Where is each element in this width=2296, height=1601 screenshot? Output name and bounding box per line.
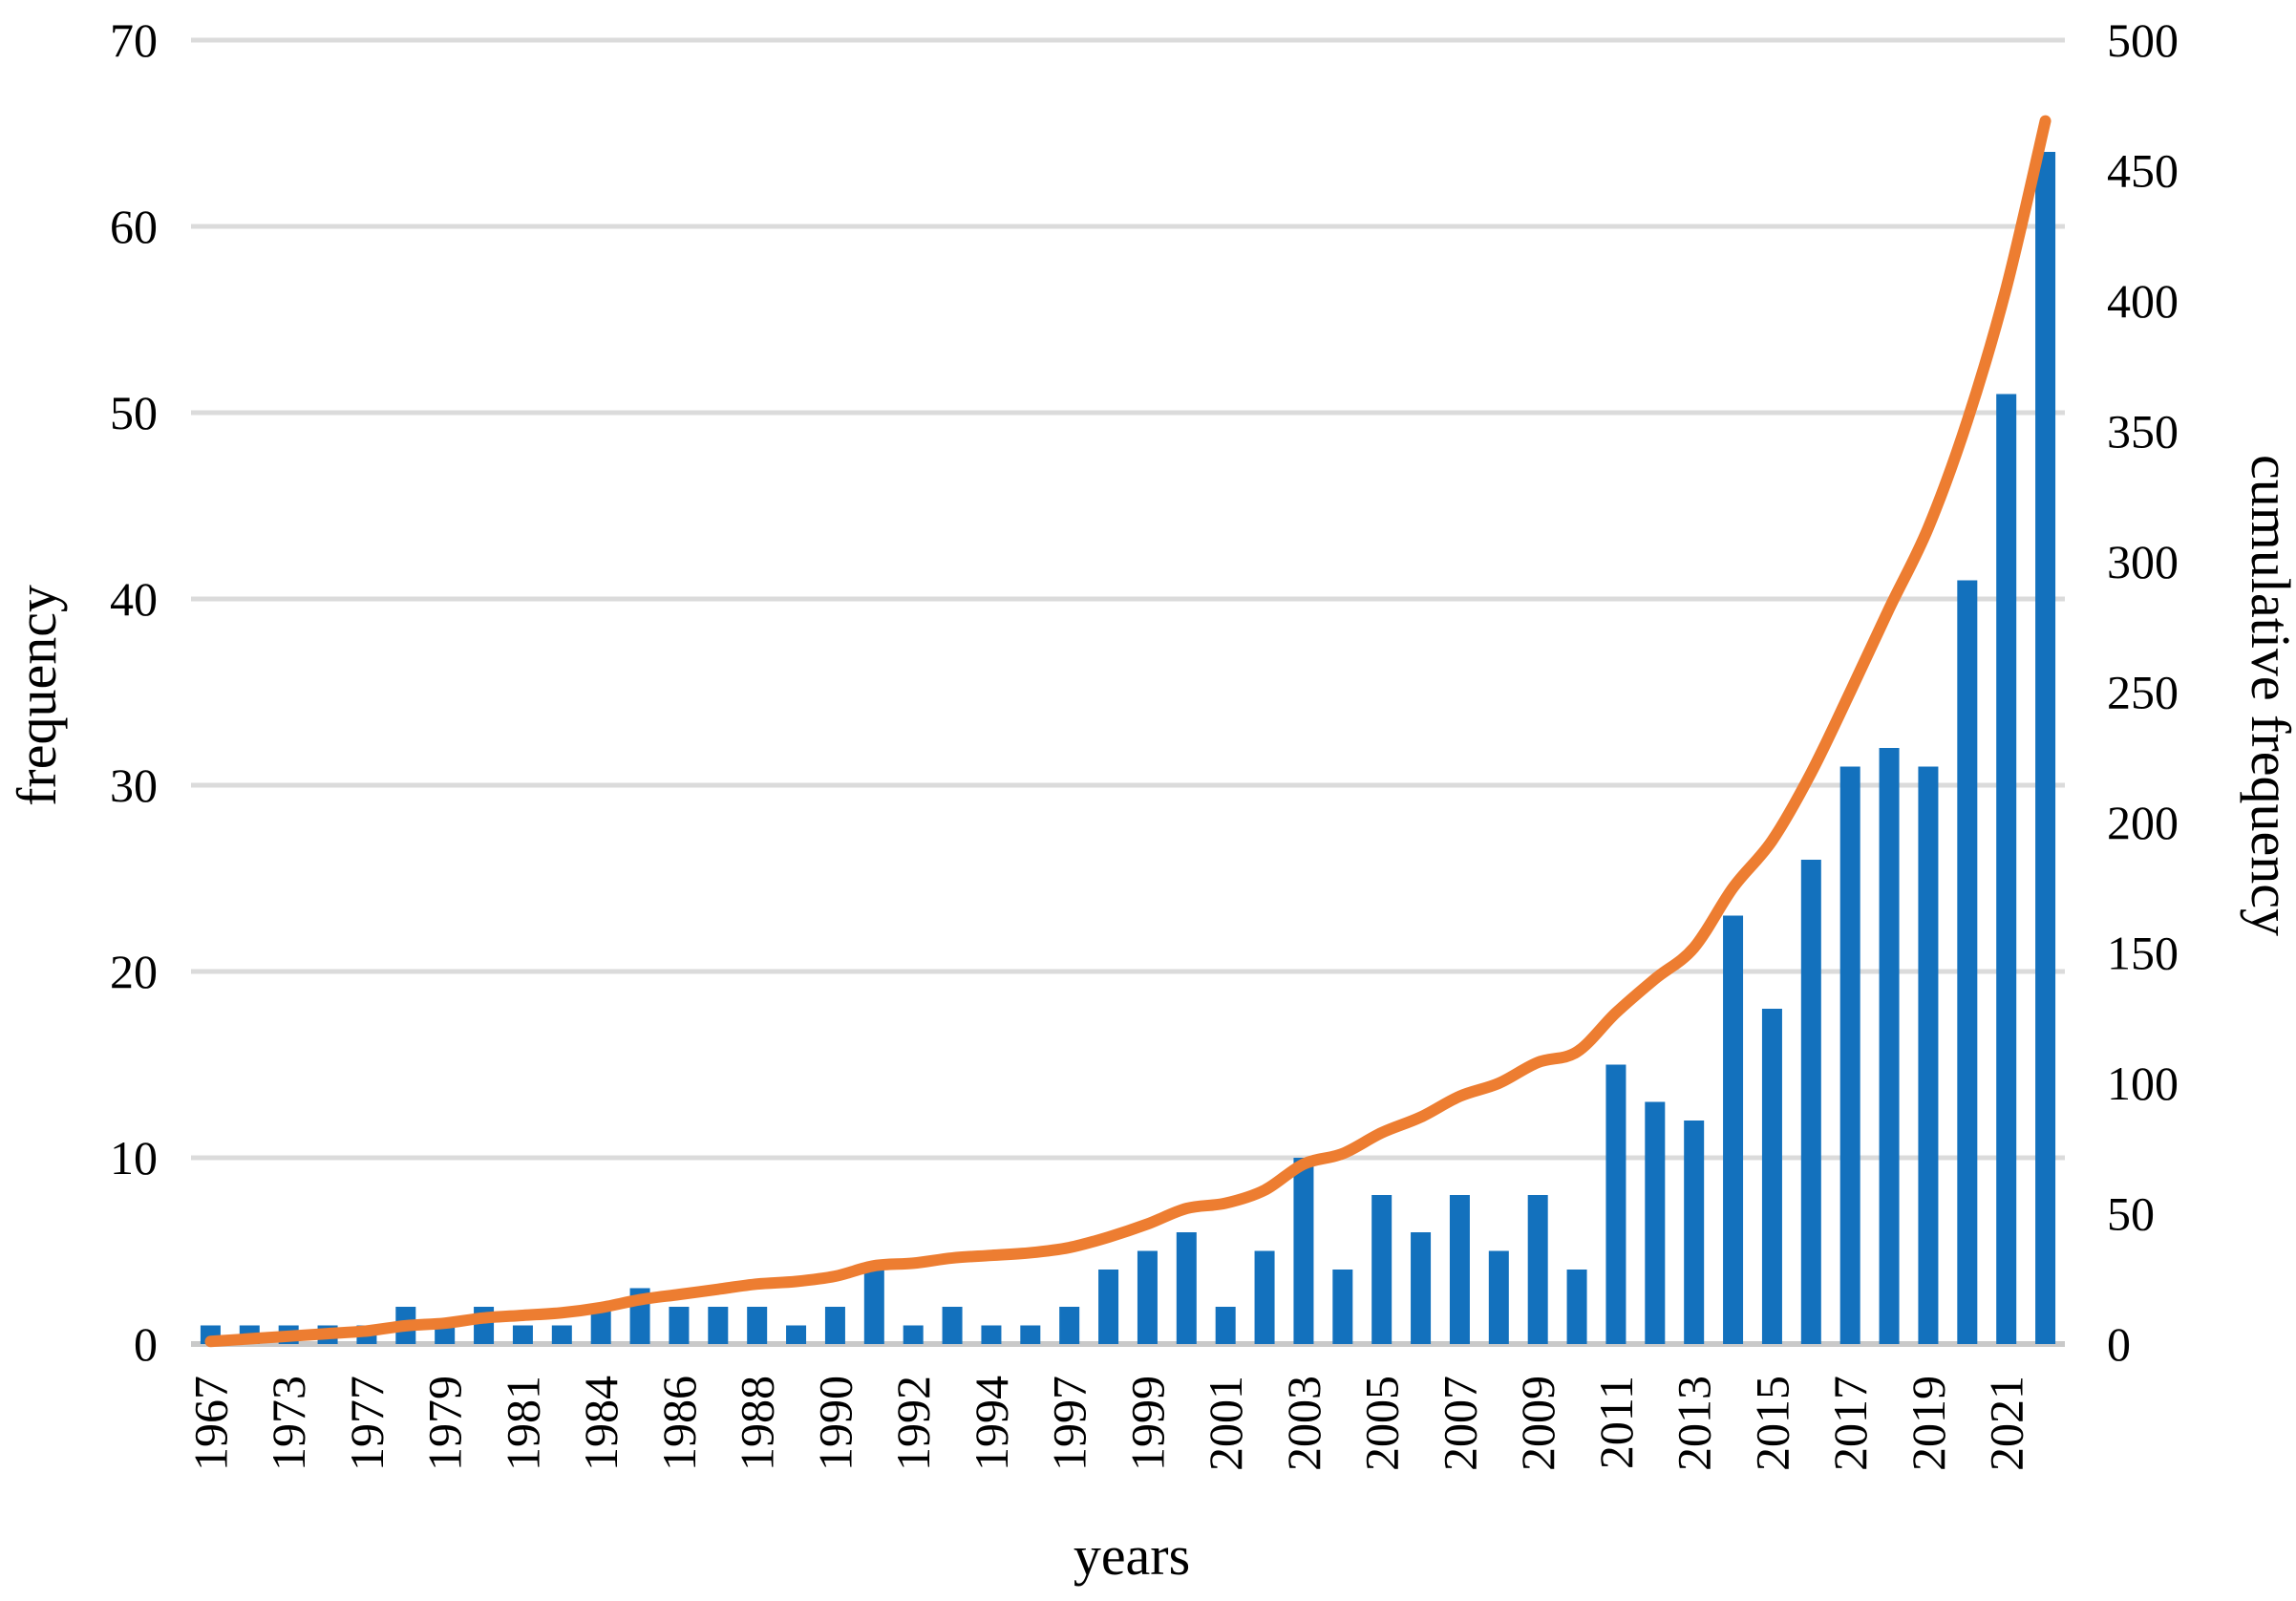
left-axis-tick-label: 10 (110, 1131, 158, 1185)
bar (786, 1325, 807, 1344)
right-axis-tick-label: 400 (2107, 274, 2179, 328)
x-axis-tick-label: 1992 (886, 1376, 940, 1471)
bar (1215, 1307, 1236, 1344)
bar (1449, 1195, 1470, 1344)
gridlines (191, 37, 2065, 1347)
x-axis-tick-label: 2007 (1433, 1376, 1486, 1471)
bar (1411, 1232, 1432, 1344)
bar-series-frequency (200, 152, 2056, 1344)
bar (590, 1307, 611, 1344)
bar (747, 1307, 768, 1344)
x-axis-tick-label: 2021 (1980, 1376, 2033, 1471)
bar (1020, 1325, 1041, 1344)
x-axis-tick-label: 1967 (183, 1376, 237, 1471)
bar (1723, 915, 1744, 1344)
right-axis-tick-label: 0 (2107, 1317, 2131, 1371)
bar (1098, 1270, 1119, 1344)
bar (1527, 1195, 1548, 1344)
bar (942, 1307, 963, 1344)
right-axis-tick-label: 200 (2107, 796, 2179, 849)
x-axis-tick-label: 2017 (1823, 1376, 1877, 1471)
bar (1800, 860, 1821, 1344)
right-axis-tick-label: 300 (2107, 535, 2179, 588)
bar (824, 1307, 845, 1344)
right-axis-tick-labels: 0 50 100 150 200 250 300 350 400 450 500 (2107, 13, 2179, 1371)
right-axis-tick-label: 500 (2107, 13, 2179, 67)
bar (1176, 1232, 1197, 1344)
left-axis-tick-label: 40 (110, 572, 158, 626)
bar (1996, 394, 2017, 1344)
bar (708, 1307, 729, 1344)
x-axis-tick-labels: 1967 1973 1977 1979 1981 1984 1986 1988 1990 1992… (183, 1376, 2032, 1471)
bar (1137, 1250, 1158, 1344)
bar (2035, 152, 2056, 1344)
right-axis-tick-label: 350 (2107, 405, 2179, 459)
x-axis-tick-label: 2019 (1902, 1376, 1955, 1471)
left-axis-tick-label: 0 (134, 1317, 158, 1371)
bar (981, 1325, 1002, 1344)
bar (1761, 1009, 1782, 1344)
left-axis-tick-labels: 0 10 20 30 40 50 60 70 (110, 13, 158, 1371)
x-axis-tick-label: 2009 (1511, 1376, 1564, 1471)
bar (1879, 748, 1900, 1344)
x-axis-tick-label: 1997 (1043, 1376, 1096, 1471)
right-axis-tick-label: 250 (2107, 666, 2179, 719)
right-axis-tick-label: 450 (2107, 144, 2179, 198)
x-axis-tick-label: 2005 (1355, 1376, 1409, 1471)
left-axis-title: frequency (6, 585, 68, 806)
bar (1254, 1250, 1275, 1344)
x-axis-tick-label: 1994 (965, 1376, 1018, 1471)
bar (1684, 1121, 1705, 1344)
x-axis-tick-label: 1999 (1120, 1376, 1174, 1471)
left-axis-tick-label: 70 (110, 13, 158, 67)
x-axis-tick-label: 1979 (418, 1376, 472, 1471)
bar (669, 1307, 690, 1344)
x-axis-tick-label: 2001 (1199, 1376, 1252, 1471)
bar (1957, 580, 1978, 1344)
x-axis-tick-label: 1981 (496, 1376, 549, 1471)
bar (863, 1270, 884, 1344)
x-axis-tick-label: 2003 (1277, 1376, 1330, 1471)
bar (1293, 1158, 1314, 1344)
bar (1839, 766, 1860, 1344)
bar (1371, 1195, 1392, 1344)
x-axis-tick-label: 1977 (340, 1376, 393, 1471)
right-axis-tick-label: 50 (2107, 1187, 2155, 1241)
left-axis-tick-label: 50 (110, 386, 158, 439)
right-axis-title: cumulative frequency (2240, 455, 2296, 936)
x-axis-tick-label: 2013 (1668, 1376, 1721, 1471)
bar (551, 1325, 572, 1344)
bar (903, 1325, 924, 1344)
x-axis-tick-label: 2011 (1589, 1376, 1643, 1469)
bar (1605, 1064, 1626, 1344)
left-axis-tick-label: 20 (110, 945, 158, 998)
x-axis-tick-label: 1990 (808, 1376, 861, 1471)
left-axis-tick-label: 30 (110, 758, 158, 812)
x-axis-tick-label: 1973 (262, 1376, 315, 1471)
right-axis-tick-label: 150 (2107, 927, 2179, 980)
bar (435, 1325, 456, 1344)
x-axis-tick-label: 1984 (574, 1376, 627, 1471)
right-axis-tick-label: 100 (2107, 1057, 2179, 1110)
bar (1566, 1270, 1587, 1344)
bar (1059, 1307, 1080, 1344)
bar (512, 1325, 533, 1344)
x-axis-tick-label: 2015 (1745, 1376, 1798, 1471)
cumulative-frequency-line (204, 115, 2052, 1348)
x-axis-tick-label: 1988 (731, 1376, 784, 1471)
bar (1332, 1270, 1353, 1344)
bar (1488, 1250, 1509, 1344)
x-axis-title: years (1074, 1525, 1190, 1587)
x-axis-tick-label: 1986 (652, 1376, 706, 1471)
bar (1645, 1101, 1666, 1344)
bar (1918, 766, 1939, 1344)
left-axis-tick-label: 60 (110, 200, 158, 253)
